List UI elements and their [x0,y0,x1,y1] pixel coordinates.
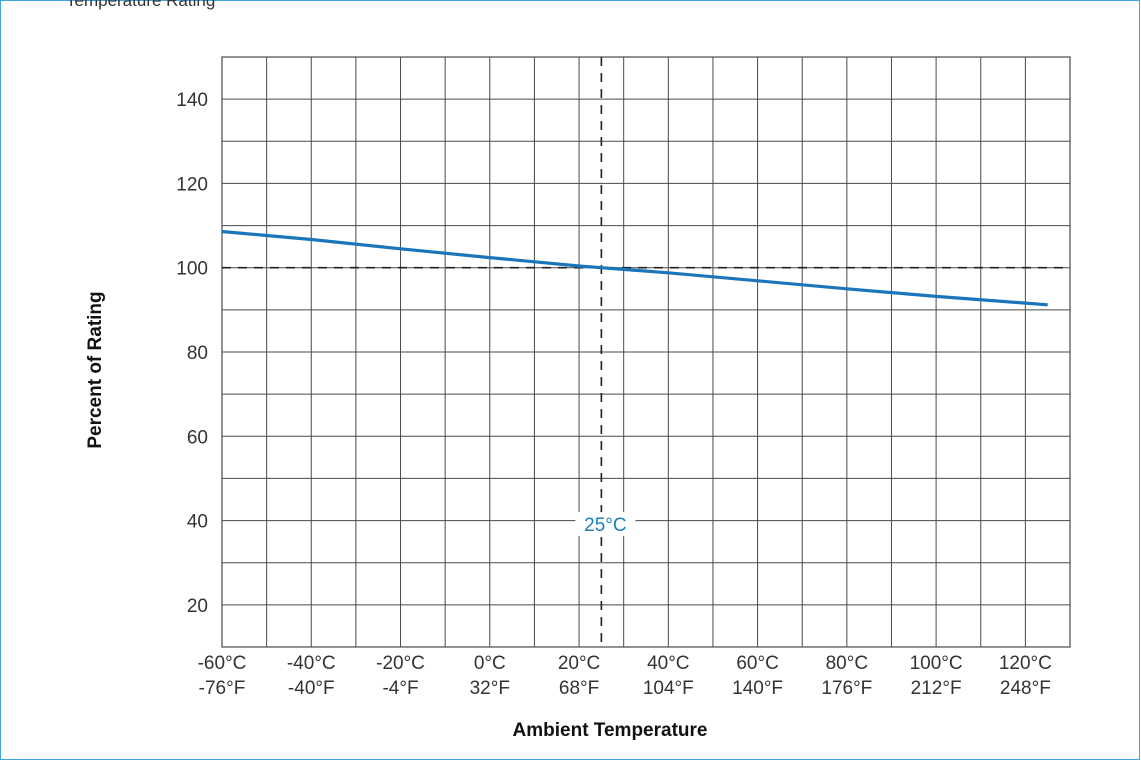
x-tick-label-celsius: 80°C [826,653,868,674]
grid [221,56,1071,648]
y-tick-label: 80 [187,343,208,364]
x-tick-label-fahrenheit: 104°F [643,678,694,699]
x-tick-label-fahrenheit: 248°F [1000,678,1051,699]
x-tick-label-celsius: -60°C [198,653,247,674]
y-axis-title: Percent of Rating [85,291,106,448]
x-tick-label-celsius: 120°C [999,653,1052,674]
x-tick-label-fahrenheit: -76°F [199,678,246,699]
y-tick-label: 20 [187,596,208,617]
series-line-0 [221,229,1048,307]
y-tick-label: 140 [176,90,208,111]
y-tick-label: 100 [176,259,208,280]
reference-label-background [575,512,636,537]
x-tick-label-celsius: 60°C [736,653,778,674]
y-tick-label: 120 [176,174,208,195]
x-tick-labels: -60°C -76°F -40°C -40°F -20°C -4°F 0°C 32°F 20°C… [198,653,1052,699]
series-group [221,229,1048,307]
x-tick-label-celsius: 100°C [910,653,963,674]
reference-label-25c: 25°C [584,515,626,536]
x-tick-label-fahrenheit: 32°F [470,678,510,699]
x-tick-label-celsius: 0°C [474,653,506,674]
x-tick-label-celsius: -20°C [376,653,425,674]
x-tick-label-fahrenheit: 68°F [559,678,599,699]
y-tick-labels: 20 40 60 80 100 120 140 [176,90,208,617]
x-tick-label-celsius: 20°C [558,653,600,674]
x-tick-label-fahrenheit: 212°F [911,678,962,699]
chart-caption: Temperature Rating [66,0,216,10]
x-tick-label-fahrenheit: -4°F [382,678,418,699]
y-tick-label: 40 [187,512,208,533]
x-tick-label-fahrenheit: 140°F [732,678,783,699]
x-tick-label-fahrenheit: -40°F [288,678,335,699]
x-tick-label-fahrenheit: 176°F [821,678,872,699]
y-tick-label: 60 [187,427,208,448]
x-axis-title: Ambient Temperature [513,720,708,741]
plot-border [221,56,1071,648]
reference-lines [222,57,1070,647]
x-tick-label-celsius: -40°C [287,653,336,674]
x-tick-label-celsius: 40°C [647,653,689,674]
